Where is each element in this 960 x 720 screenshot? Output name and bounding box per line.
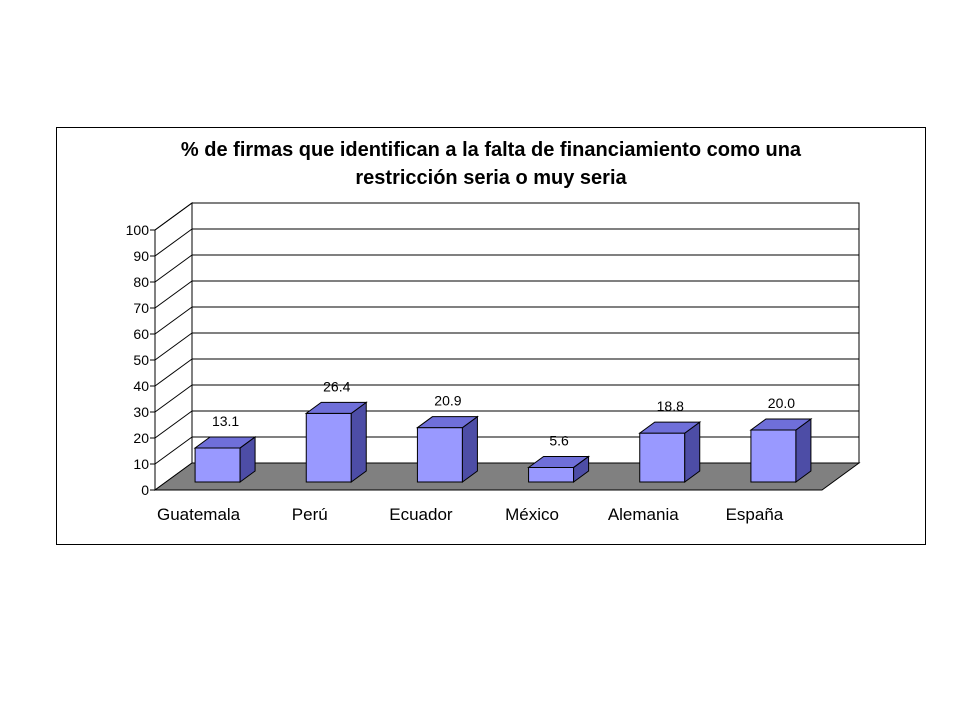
- y-tick-label: 70: [133, 300, 149, 316]
- y-tick-label: 60: [133, 326, 149, 342]
- bar: [415, 415, 479, 483]
- bar-value-label: 18.8: [657, 398, 684, 414]
- y-tick-label: 0: [141, 482, 149, 498]
- y-tick-label: 40: [133, 378, 149, 394]
- bar-value-label: 20.9: [434, 393, 461, 409]
- bar: [638, 421, 702, 483]
- bar-top: [193, 436, 257, 449]
- gridline-diagonal: [154, 228, 193, 257]
- bar-front: [750, 429, 797, 483]
- gridline-diagonal: [154, 306, 193, 335]
- y-tick-label: 90: [133, 248, 149, 264]
- x-tick-label: Ecuador: [389, 505, 453, 524]
- bar-value-label: 26.4: [323, 378, 350, 394]
- bar-front: [639, 432, 686, 483]
- y-tick-label: 80: [133, 274, 149, 290]
- x-tick-label: España: [726, 505, 784, 524]
- y-tick-label: 10: [133, 456, 149, 472]
- bar: [304, 401, 368, 483]
- gridline-diagonal: [154, 410, 193, 439]
- x-tick-label: México: [505, 505, 559, 524]
- bar-side: [350, 401, 367, 483]
- bar-value-label: 5.6: [549, 432, 569, 448]
- bar: [193, 435, 257, 483]
- y-tick-label: 20: [133, 430, 149, 446]
- chart-title: % de firmas que identifican a la falta d…: [57, 136, 925, 192]
- bar-top: [304, 401, 368, 414]
- gridline-diagonal: [154, 436, 193, 465]
- x-tick-label: Guatemala: [157, 505, 241, 524]
- gridline-diagonal: [154, 254, 193, 283]
- bar-front: [305, 412, 352, 483]
- gridline-diagonal: [154, 332, 193, 361]
- bar-front: [194, 447, 241, 483]
- gridline-diagonal: [154, 384, 193, 413]
- bar-value-label: 13.1: [212, 413, 239, 429]
- gridline-diagonal: [154, 358, 193, 387]
- bar-front: [416, 427, 463, 483]
- bar-front: [528, 466, 575, 483]
- gridline-diagonal: [154, 280, 193, 309]
- bar-chart: 0 10 20 30 40 50 60 70 80 90 100 13.1 Guatemala 26.4 P…: [126, 202, 861, 524]
- chart-frame: % de firmas que identifican a la falta d…: [56, 127, 926, 545]
- chart-title-line-2: restricción seria o muy seria: [355, 167, 627, 189]
- bar-top: [527, 455, 591, 468]
- bar: [527, 455, 591, 483]
- gridline-diagonal: [154, 202, 193, 231]
- y-tick-label: 100: [126, 222, 150, 238]
- y-tick-label: 50: [133, 352, 149, 368]
- bar-top: [415, 416, 479, 429]
- bar-top: [638, 421, 702, 434]
- x-tick-label: Perú: [292, 505, 328, 524]
- chart-title-line-1: % de firmas que identifican a la falta d…: [180, 139, 802, 161]
- bar-top: [749, 418, 813, 431]
- bar-value-label: 20.0: [768, 395, 795, 411]
- x-tick-label: Alemania: [608, 505, 679, 524]
- bar: [749, 418, 813, 483]
- y-tick-label: 30: [133, 404, 149, 420]
